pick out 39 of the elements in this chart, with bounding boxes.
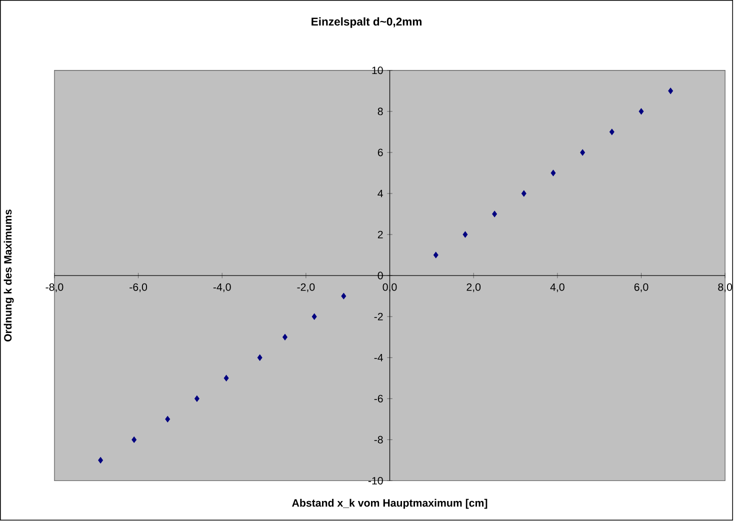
y-tick-label: -2 (374, 313, 383, 321)
y-tick-label: -6 (374, 395, 383, 403)
y-tick-label: 8 (378, 108, 383, 116)
y-tick-label: -8 (374, 436, 383, 444)
x-tick-label: -8,0 (46, 284, 64, 292)
x-axis-title: Abstand x_k vom Hauptmaximum [cm] (292, 499, 488, 510)
point (433, 252, 438, 258)
x-tick-label: -4,0 (213, 284, 231, 292)
point (609, 128, 614, 136)
point (165, 416, 170, 423)
point (194, 396, 200, 402)
point (550, 170, 556, 176)
point (257, 354, 262, 362)
chart-title: Einzelspalt d~0,2mm (312, 18, 422, 28)
point (580, 149, 586, 156)
point (224, 375, 229, 382)
x-tick-label: 6,0 (634, 284, 648, 292)
y-tick-label: 10 (372, 66, 383, 74)
point (668, 88, 674, 94)
y-tick-label: -10 (368, 477, 383, 485)
point (492, 211, 498, 218)
x-tick-label: 8,0 (718, 284, 732, 292)
point (312, 314, 317, 320)
point (341, 293, 346, 300)
point (132, 436, 137, 444)
y-tick-label: -4 (374, 354, 383, 362)
point (521, 190, 526, 197)
point (462, 232, 468, 238)
x-tick-label: -2,0 (297, 284, 315, 292)
x-tick-label: -6,0 (130, 284, 148, 292)
point (282, 334, 288, 341)
point (98, 457, 104, 464)
point (638, 108, 644, 115)
y-tick-label: 2 (378, 231, 383, 238)
y-axis-title: Ordnung k des Maximums (4, 210, 14, 342)
x-tick-label: 2,0 (466, 284, 481, 292)
y-tick-label: 6 (378, 148, 383, 156)
x-tick-label: 4,0 (550, 284, 564, 292)
y-tick-label: 4 (378, 190, 383, 198)
